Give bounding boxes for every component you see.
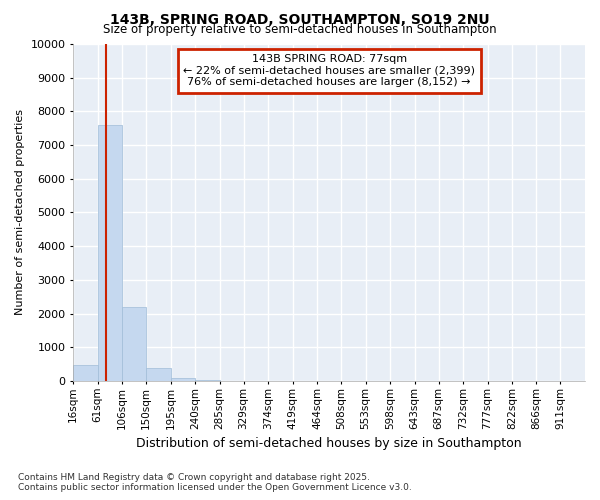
Text: 143B SPRING ROAD: 77sqm
← 22% of semi-detached houses are smaller (2,399)
76% of: 143B SPRING ROAD: 77sqm ← 22% of semi-de… — [183, 54, 475, 88]
Text: 143B, SPRING ROAD, SOUTHAMPTON, SO19 2NU: 143B, SPRING ROAD, SOUTHAMPTON, SO19 2NU — [110, 12, 490, 26]
Bar — [122, 307, 146, 381]
Y-axis label: Number of semi-detached properties: Number of semi-detached properties — [15, 110, 25, 316]
Bar — [146, 368, 170, 381]
Bar — [73, 365, 98, 381]
Bar — [195, 380, 220, 381]
Text: Contains HM Land Registry data © Crown copyright and database right 2025.
Contai: Contains HM Land Registry data © Crown c… — [18, 473, 412, 492]
Bar — [170, 378, 195, 381]
X-axis label: Distribution of semi-detached houses by size in Southampton: Distribution of semi-detached houses by … — [136, 437, 522, 450]
Bar — [98, 125, 122, 381]
Text: Size of property relative to semi-detached houses in Southampton: Size of property relative to semi-detach… — [103, 22, 497, 36]
